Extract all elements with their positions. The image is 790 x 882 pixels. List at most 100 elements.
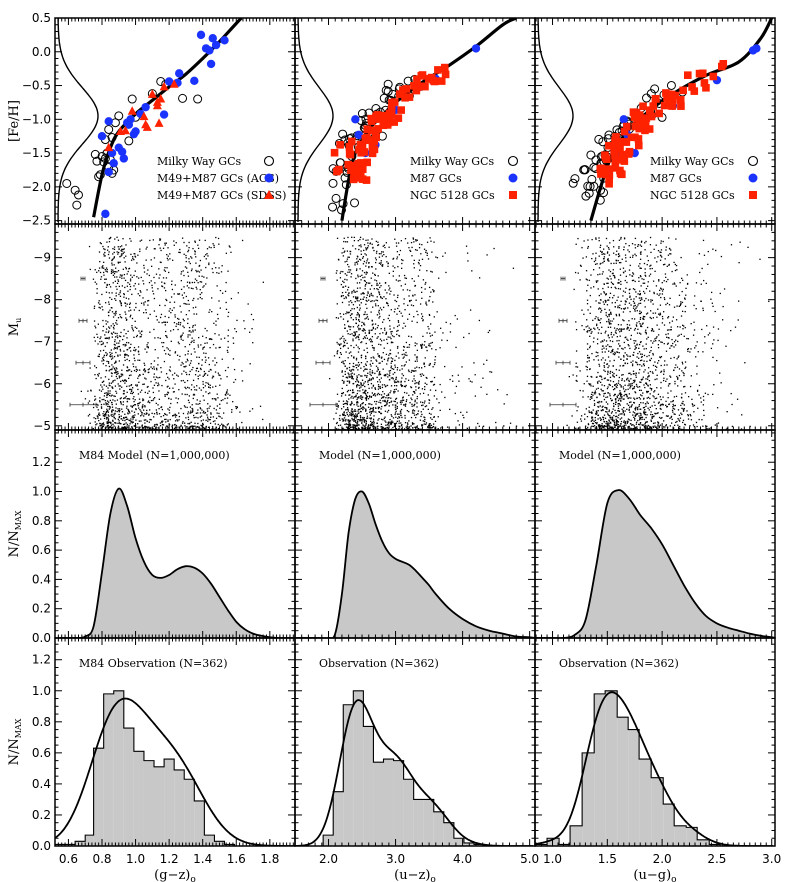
legend-triangle-icon xyxy=(264,190,274,199)
milky-way-gc-marker xyxy=(341,180,351,190)
milky-way-gc-marker xyxy=(589,181,599,191)
panel-feh-uz: Milky Way GCs M87 GCs NGC 5128 GCs xyxy=(294,17,536,225)
legend-square-icon xyxy=(749,191,757,199)
y-tick-label: −2.5 xyxy=(22,214,51,228)
histogram-bar xyxy=(403,779,414,846)
error-bar xyxy=(80,276,86,281)
ngc5128-gc-marker xyxy=(631,133,639,142)
y-tick-label: −0.5 xyxy=(22,79,51,93)
model-fill xyxy=(295,491,535,638)
ngc5128-gc-marker xyxy=(372,112,380,121)
sdss-gc-marker xyxy=(152,100,162,110)
y-tick-label: 1.0 xyxy=(32,485,51,499)
histogram-bar xyxy=(433,811,444,846)
milky-way-gc-marker xyxy=(92,156,102,166)
milky-way-gc-marker xyxy=(95,170,105,180)
y-tick-label: −1.0 xyxy=(22,112,51,126)
ngc5128-gc-marker xyxy=(684,71,692,79)
histogram-bar xyxy=(154,766,165,846)
ngc5128-gc-marker xyxy=(616,143,624,152)
panel-obs-gz: M84 Observation (N=362) xyxy=(54,637,296,847)
legend-square-icon xyxy=(509,191,517,199)
ngc5128-gc-marker xyxy=(662,89,670,97)
ngc5128-gc-marker xyxy=(620,127,629,136)
sdss-gc-marker xyxy=(104,142,114,152)
milky-way-gc-marker xyxy=(72,200,82,210)
ngc5128-gc-marker xyxy=(709,72,718,81)
panel-model-gz: M84 Model (N=1,000,000) xyxy=(54,429,296,639)
ngc5128-gc-marker xyxy=(616,169,625,178)
acs-gc-marker xyxy=(206,59,216,69)
y-tick-label: 0.0 xyxy=(32,45,51,59)
histogram-bar xyxy=(353,690,364,846)
milky-way-gc-marker xyxy=(599,188,609,198)
y-tick-label: 0.6 xyxy=(32,746,51,760)
ngc5128-gc-marker xyxy=(677,102,685,110)
histogram-bar xyxy=(594,693,606,846)
x-tick-label: 1.6 xyxy=(227,852,246,866)
acs-gc-marker xyxy=(196,30,206,40)
error-bar xyxy=(549,402,577,407)
milky-way-gc-marker xyxy=(403,76,413,86)
y-tick-label: −2.0 xyxy=(22,180,51,194)
milky-way-gc-marker xyxy=(193,94,203,104)
acs-gc-marker xyxy=(104,167,113,177)
milky-way-gc-marker xyxy=(596,185,606,195)
histogram-bar xyxy=(174,769,185,846)
legend-filled-circle-icon xyxy=(508,173,518,183)
sdss-gc-marker xyxy=(156,94,166,103)
milky-way-gc-marker xyxy=(340,173,350,183)
error-bar xyxy=(78,318,88,323)
ngc5128-gc-marker xyxy=(378,111,387,120)
histogram-bar xyxy=(628,729,640,846)
ngc5128-gc-marker xyxy=(624,150,633,158)
acs-gc-marker xyxy=(205,46,214,55)
ngc5128-gc-marker xyxy=(417,72,426,80)
y-tick-label: 0.5 xyxy=(32,11,51,25)
acs-gc-marker xyxy=(109,159,118,168)
panel-model-uz: Model (N=1,000,000) xyxy=(294,429,536,639)
ngc5128-gc-marker xyxy=(641,122,650,130)
ngc5128-gc-marker xyxy=(350,168,359,176)
y-tick-label: 0.0 xyxy=(32,839,51,853)
ngc5128-gc-marker xyxy=(330,148,339,157)
ngc5128-gc-marker xyxy=(605,171,614,179)
milky-way-gc-marker xyxy=(381,85,391,95)
ngc5128-gc-marker xyxy=(651,95,660,103)
milky-way-gc-marker xyxy=(336,158,346,168)
histogram-bar xyxy=(617,717,629,846)
legend-open-circle-icon xyxy=(747,155,759,167)
acs-gc-marker xyxy=(220,36,229,45)
histogram-bar xyxy=(674,825,687,846)
milky-way-gc-marker xyxy=(73,190,83,200)
histogram-bar xyxy=(535,844,548,846)
histogram-bar xyxy=(423,799,434,846)
ngc5128-gc-marker xyxy=(413,83,421,92)
legend-label: M87 GCs xyxy=(650,172,702,185)
legend-label: M87 GCs xyxy=(410,172,462,185)
ngc5128-gc-marker xyxy=(605,141,613,150)
observation-annotation: Observation (N=362) xyxy=(559,657,679,670)
histogram-outline xyxy=(55,690,255,846)
acs-gc-marker xyxy=(126,115,135,124)
ngc5128-gc-marker xyxy=(440,63,449,72)
ngc5128-gc-marker xyxy=(635,119,644,127)
legend-label: M49+M87 GCs (SDSS) xyxy=(157,189,286,202)
histogram-bar xyxy=(686,827,698,846)
ngc5128-gc-marker xyxy=(597,170,605,178)
legend: Milky Way GCs M49+M87 GCs (ACS) M49+M87 GC… xyxy=(157,155,286,202)
ngc5128-gc-marker xyxy=(367,114,376,123)
y-axis-label: Mu xyxy=(7,318,23,336)
milky-way-gc-marker xyxy=(114,111,124,121)
x-axis-label: (g−z)o xyxy=(154,868,196,882)
ngc5128-gc-marker xyxy=(702,83,710,92)
histogram-bar xyxy=(123,728,134,846)
acs-gc-marker xyxy=(97,131,107,141)
panel-obs-ug: Observation (N=362) xyxy=(534,637,776,847)
model-curve xyxy=(60,487,295,638)
milky-way-gc-marker xyxy=(650,84,660,94)
y-tick-label: 0.6 xyxy=(32,543,51,557)
model-curve xyxy=(535,489,775,638)
x-tick-label: 4.0 xyxy=(453,852,472,866)
milky-way-gc-marker xyxy=(581,191,591,201)
